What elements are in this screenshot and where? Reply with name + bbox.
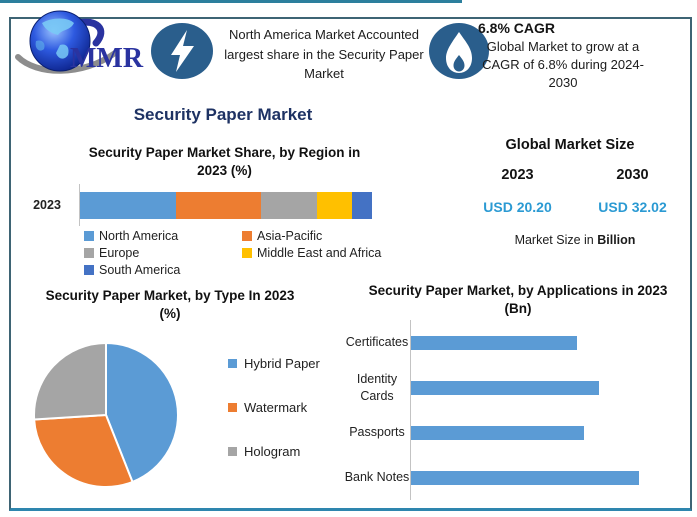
apps-category-label: Certificates [345,335,409,350]
cagr-highlight: 6.8% CAGR Global Market to grow at a CAG… [468,20,658,92]
legend-label: Middle East and Africa [257,246,382,260]
legend-marker [228,447,237,456]
market-size-caption: Market Size in Billion [460,233,690,247]
applications-bar-chart: Certificates Identity Cards Passports Bank … [344,320,676,500]
region-bar-segment-europe [261,192,317,219]
region-stacked-bar [80,192,372,219]
region-chart-title: Security Paper Market Share, by Region i… [88,145,361,179]
legend-marker [84,265,94,275]
global-market-size-title: Global Market Size [505,137,635,153]
legend-item: Watermark [228,400,320,415]
type-pie-legend: Hybrid Paper Watermark Hologram [228,356,320,459]
legend-label: Hologram [244,444,301,459]
apps-bar [411,380,599,395]
legend-label: North America [99,229,179,243]
legend-item: Asia-Pacific [242,229,386,243]
legend-item: Hybrid Paper [228,356,320,371]
legend-marker [242,248,252,258]
market-size-values: USD 20.20 USD 32.02 [460,199,690,215]
cagr-title: 6.8% CAGR [478,20,556,36]
legend-marker [242,231,252,241]
applications-chart-title: Security Paper Market, by Applications i… [368,283,668,317]
type-chart-title: Security Paper Market, by Type In 2023 (… [45,288,295,322]
apps-plot-area [410,455,676,500]
highlight-north-america-text: North America Market Accounted largest s… [224,27,424,81]
legend-label: Hybrid Paper [244,356,320,371]
legend-item: Middle East and Africa [242,246,386,260]
cagr-text: Global Market to grow at a CAGR of 6.8% … [482,39,644,90]
legend-marker [228,403,237,412]
apps-plot-area [410,410,676,455]
region-bar-segment-asia-pacific [176,192,262,219]
legend-label: Asia-Pacific [257,229,323,243]
apps-bar [411,335,577,350]
apps-bar [411,425,584,440]
type-pie-chart [33,342,179,488]
value-end-label: USD 32.02 [598,199,667,215]
legend-marker [84,231,94,241]
region-legend: North America Asia-Pacific Europe Middle Ea… [84,229,386,277]
caption-unit: Billion [597,233,636,247]
apps-bar [411,470,640,485]
apps-category-label: Identity Cards [356,371,398,403]
legend-item: Europe [84,246,242,260]
logo-text: MMR [70,43,144,74]
mmr-logo: MMR [12,5,144,79]
legend-marker [228,359,237,368]
year-end-label: 2030 [616,167,649,183]
legend-label: South America [99,263,181,277]
page-title: Security Paper Market [133,105,313,124]
region-bar-segment-north-america [80,192,177,219]
legend-item: Hologram [228,444,320,459]
apps-row-identity-cards: Identity Cards [344,365,676,410]
pie-slice-hybrid-paper [105,342,179,483]
region-axis-line [79,184,80,226]
region-bar-segment-middle-east-and-africa [316,192,352,219]
globe-icon: MMR [15,10,144,74]
legend-marker [84,248,94,258]
apps-row-passports: Passports [344,410,676,455]
market-size-years: 2023 2030 [460,167,690,183]
legend-item: North America [84,229,242,243]
apps-category-label: Passports [349,425,405,440]
apps-row-bank-notes: Bank Notes [344,455,676,500]
flame-icon [428,22,492,80]
legend-label: Europe [99,246,140,260]
value-start-label: USD 20.20 [483,199,552,215]
pie-slice-watermark [33,414,134,488]
pie-slice-hologram [33,342,107,421]
region-axis-category-label: 2023 [33,198,61,212]
top-accent-strip [0,0,462,3]
legend-label: Watermark [244,400,308,415]
lightning-icon [150,22,214,80]
year-start-label: 2023 [501,167,534,183]
legend-item: South America [84,263,242,277]
caption-prefix: Market Size in [514,233,598,247]
apps-category-label: Bank Notes [344,470,410,485]
region-bar-segment-south-america [351,192,372,219]
apps-plot-area [410,365,676,410]
apps-plot-area [410,320,676,365]
apps-row-certificates: Certificates [344,320,676,365]
